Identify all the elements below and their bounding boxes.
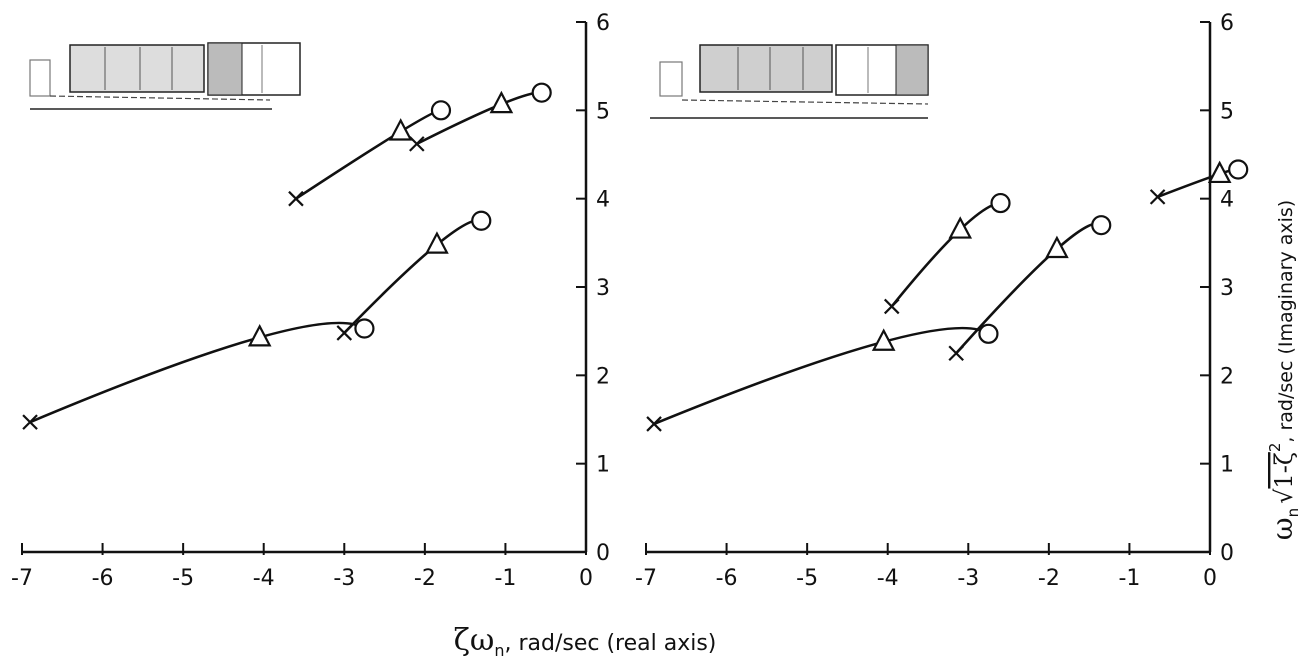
x-tick-label: -2 <box>1038 566 1060 591</box>
triangle-marker <box>489 90 514 114</box>
x-marker <box>948 345 964 362</box>
y-tick-label: 1 <box>596 453 610 478</box>
left-axes: -7 -6 -5 -4 -3 -2 -1 00 1 2 3 4 5 6 <box>11 11 610 591</box>
right-panel-cylinder-sketch <box>650 44 929 119</box>
x-marker <box>22 414 38 430</box>
triangle-marker <box>1045 235 1069 259</box>
x-tick-label: 0 <box>1203 566 1217 591</box>
x-axis-label-symbol: ζω <box>454 623 495 658</box>
y-tick-label: 0 <box>1220 541 1234 566</box>
triangle-marker <box>1207 160 1232 184</box>
x-axis-label: ζωn, rad/sec (real axis) <box>454 623 717 660</box>
x-tick-label: -5 <box>172 566 194 591</box>
circle-marker <box>1091 215 1112 236</box>
y-tick-label: 6 <box>596 11 610 36</box>
x-tick-label: -7 <box>635 566 657 591</box>
circle-marker <box>354 318 375 339</box>
triangle-marker <box>247 323 272 347</box>
x-axis-label-text: , rad/sec (real axis) <box>504 631 716 656</box>
x-tick-label: -4 <box>877 566 899 591</box>
x-tick-label: -6 <box>716 566 738 591</box>
x-marker <box>1149 189 1166 205</box>
right-root-locus-panel: -7 -6 -5 -4 -3 -2 -1 00 1 2 3 4 5 6 <box>635 11 1249 591</box>
x-marker <box>336 325 353 341</box>
y-axis-label-text: , rad/sec (Imaginary axis) <box>1275 200 1297 443</box>
series-line <box>955 222 1103 355</box>
x-marker <box>883 298 900 315</box>
series-line <box>890 201 1001 308</box>
left-root-locus-panel: -7 -6 -5 -4 -3 -2 -1 00 1 2 3 4 5 6 <box>11 11 610 591</box>
series-line <box>29 321 366 424</box>
x-tick-label: -1 <box>494 566 516 591</box>
series-line <box>653 326 990 426</box>
circle-marker <box>430 100 452 121</box>
triangle-marker <box>425 231 449 254</box>
circle-marker <box>531 82 552 103</box>
y-axis-label-omega: ω <box>1266 517 1299 540</box>
right-series <box>646 159 1249 432</box>
circle-marker <box>1228 159 1249 180</box>
circle-marker <box>978 323 999 344</box>
x-tick-label: -3 <box>333 566 355 591</box>
left-series <box>22 82 552 430</box>
left-panel-cylinder-sketch <box>29 42 301 110</box>
y-axis-label-root: 1-ζ <box>1270 452 1298 488</box>
series-line <box>295 109 442 200</box>
y-tick-label: 0 <box>596 541 610 566</box>
x-tick-label: -2 <box>414 566 436 591</box>
x-tick-label: -7 <box>11 566 33 591</box>
triangle-marker <box>871 328 896 351</box>
x-tick-label: -1 <box>1118 566 1140 591</box>
y-tick-label: 5 <box>1220 99 1234 124</box>
x-marker <box>409 136 425 152</box>
x-axis-label-subscript: n <box>494 641 504 660</box>
x-tick-label: -4 <box>253 566 275 591</box>
y-axis-label-subscript: n <box>1284 508 1302 518</box>
triangle-marker <box>388 118 413 141</box>
y-tick-label: 5 <box>596 99 610 124</box>
x-tick-label: -3 <box>957 566 979 591</box>
y-axis-label-power: 2 <box>1266 443 1284 453</box>
y-tick-label: 2 <box>1220 364 1234 389</box>
series-line <box>343 218 482 334</box>
circle-marker <box>990 192 1011 214</box>
y-tick-label: 2 <box>596 364 610 389</box>
y-tick-label: 4 <box>1220 188 1234 213</box>
x-marker <box>288 190 304 207</box>
right-axes: -7 -6 -5 -4 -3 -2 -1 00 1 2 3 4 5 6 <box>635 11 1234 591</box>
y-axis-label: ωn √1-ζ2, rad/sec (Imaginary axis) <box>1266 200 1302 540</box>
triangle-marker <box>948 216 973 239</box>
y-axis-label-sqrt: √ <box>1270 488 1298 504</box>
x-marker <box>646 416 662 432</box>
x-tick-label: -6 <box>92 566 114 591</box>
y-tick-label: 1 <box>1220 453 1234 478</box>
x-tick-label: 0 <box>579 566 593 591</box>
y-tick-label: 3 <box>1220 276 1234 301</box>
circle-marker <box>471 210 492 231</box>
y-tick-label: 3 <box>596 276 610 301</box>
y-tick-label: 4 <box>596 188 610 213</box>
svg-text:ωn√1-ζ2, rad/sec (Imaginary ax: ωn √1-ζ2, rad/sec (Imaginary axis) <box>1266 200 1302 540</box>
y-tick-label: 6 <box>1220 11 1234 36</box>
x-tick-label: -5 <box>796 566 818 591</box>
